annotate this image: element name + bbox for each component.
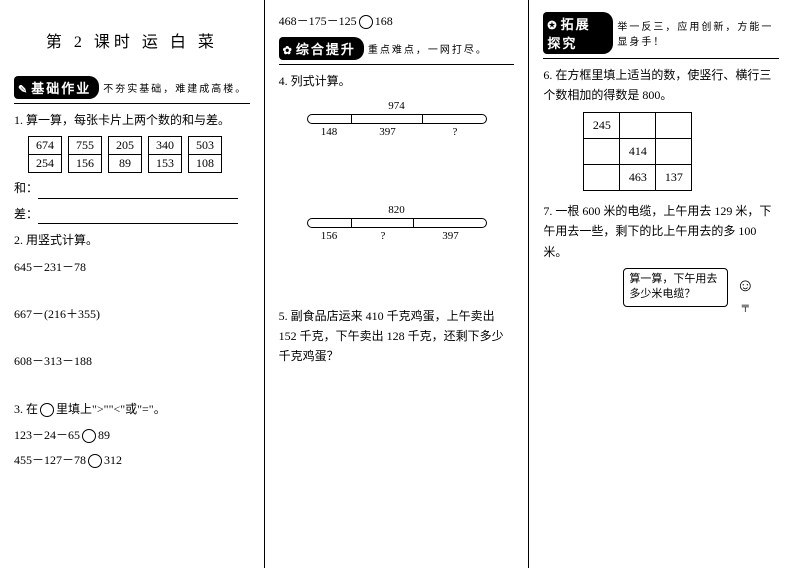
number-card: 755156	[68, 136, 102, 173]
bar-diagram-2: 820 156?397	[307, 204, 487, 242]
number-card: 20589	[108, 136, 142, 173]
cards-row: 67425475515620589340153503108	[28, 136, 250, 173]
q1-text: 1. 算一算，每张卡片上两个数的和与差。	[14, 110, 250, 130]
bar-segment	[352, 219, 414, 227]
bar-label: 397	[352, 126, 424, 138]
badge-comp: ✿综合提升	[279, 37, 364, 60]
bar-segment	[308, 219, 353, 227]
magic-grid: 245414463137	[583, 112, 692, 191]
q3-text: 3. 在里填上">""<"或"="。	[14, 399, 250, 419]
cha-label: 差：	[14, 207, 38, 221]
q3b-right: 312	[104, 453, 122, 467]
q3-row-a: 123－24－65 89	[14, 426, 250, 445]
grid-cell[interactable]	[620, 112, 656, 138]
q3b-circle[interactable]	[88, 454, 102, 468]
bar1-total: 974	[307, 100, 487, 112]
number-card: 503108	[188, 136, 222, 173]
q5-text: 5. 副食品店运来 410 千克鸡蛋，上午卖出 152 千克，下午卖出 128 …	[279, 306, 515, 367]
q2-text: 2. 用竖式计算。	[14, 230, 250, 250]
q2-expr3: 608－313－188	[14, 352, 250, 369]
bar-segment	[423, 115, 485, 123]
bulb-icon: ✪	[547, 20, 558, 32]
diff-line: 差：	[14, 205, 250, 224]
bar-segment	[308, 115, 353, 123]
q3a-left: 123－24－65	[14, 428, 80, 442]
section-comp-header: ✿综合提升 重点难点，一网打尽。	[279, 37, 515, 60]
badge-ext: ✪拓展探究	[543, 12, 613, 54]
speech-bubble: 算一算，下午用去多少米电缆？	[623, 268, 728, 307]
circle-icon	[40, 403, 54, 417]
q7-text: 7. 一根 600 米的电缆，上午用去 129 米，下午用去一些，剩下的比上午用…	[543, 201, 779, 262]
badge-basic-label: 基础作业	[31, 81, 91, 96]
badge-comp-label: 综合提升	[296, 42, 356, 57]
bar-segment	[352, 115, 423, 123]
grid-cell[interactable]	[584, 164, 620, 190]
grid-cell: 137	[656, 164, 692, 190]
col2-top-left: 468－175－125	[279, 14, 357, 28]
bar-label: 397	[415, 230, 487, 242]
q2-expr2: 667－(216＋355)	[14, 305, 250, 322]
grid-cell[interactable]	[584, 138, 620, 164]
section-basic-header: ✎基础作业 不夯实基础，难建成高楼。	[14, 76, 250, 99]
badge-basic: ✎基础作业	[14, 76, 99, 99]
q3-row-b: 455－127－78 312	[14, 451, 250, 470]
bar2-total: 820	[307, 204, 487, 216]
bar-diagram-1: 974 148397?	[307, 100, 487, 138]
q3a-circle[interactable]	[82, 429, 96, 443]
grid-cell[interactable]	[656, 112, 692, 138]
sum-fill[interactable]	[38, 185, 238, 199]
badge-comp-sub: 重点难点，一网打尽。	[368, 41, 488, 56]
grid-cell: 414	[620, 138, 656, 164]
kid-icon: ☺╤	[730, 276, 760, 312]
bar-segment	[414, 219, 485, 227]
col2-top-row: 468－175－125 168	[279, 12, 515, 31]
section-ext-header: ✪拓展探究 举一反三，应用创新，方能一显身手！	[543, 12, 779, 54]
star-icon: ✿	[283, 45, 294, 57]
q3a-right: 89	[98, 428, 110, 442]
bar-label: ?	[352, 230, 415, 242]
bar-label: 156	[307, 230, 352, 242]
grid-cell: 245	[584, 112, 620, 138]
sum-line: 和：	[14, 179, 250, 198]
col2-top-circle[interactable]	[359, 15, 373, 29]
q2-expr1: 645－231－78	[14, 258, 250, 275]
badge-ext-sub: 举一反三，应用创新，方能一显身手！	[617, 18, 779, 48]
number-card: 674254	[28, 136, 62, 173]
badge-basic-sub: 不夯实基础，难建成高楼。	[103, 80, 247, 95]
lesson-title: 第 2 课时 运 白 菜	[14, 28, 250, 52]
speech-row: 算一算，下午用去多少米电缆？ ☺╤	[623, 268, 779, 312]
bar-label: 148	[307, 126, 352, 138]
q6-text: 6. 在方框里填上适当的数，使竖行、横行三个数相加的得数是 800。	[543, 65, 779, 106]
col2-top-right: 168	[375, 14, 393, 28]
q4-text: 4. 列式计算。	[279, 71, 515, 91]
q3b-left: 455－127－78	[14, 453, 86, 467]
grid-cell: 463	[620, 164, 656, 190]
he-label: 和：	[14, 181, 38, 195]
number-card: 340153	[148, 136, 182, 173]
diff-fill[interactable]	[38, 210, 238, 224]
pencil-icon: ✎	[18, 84, 29, 96]
grid-cell[interactable]	[656, 138, 692, 164]
bar-label: ?	[424, 126, 487, 138]
